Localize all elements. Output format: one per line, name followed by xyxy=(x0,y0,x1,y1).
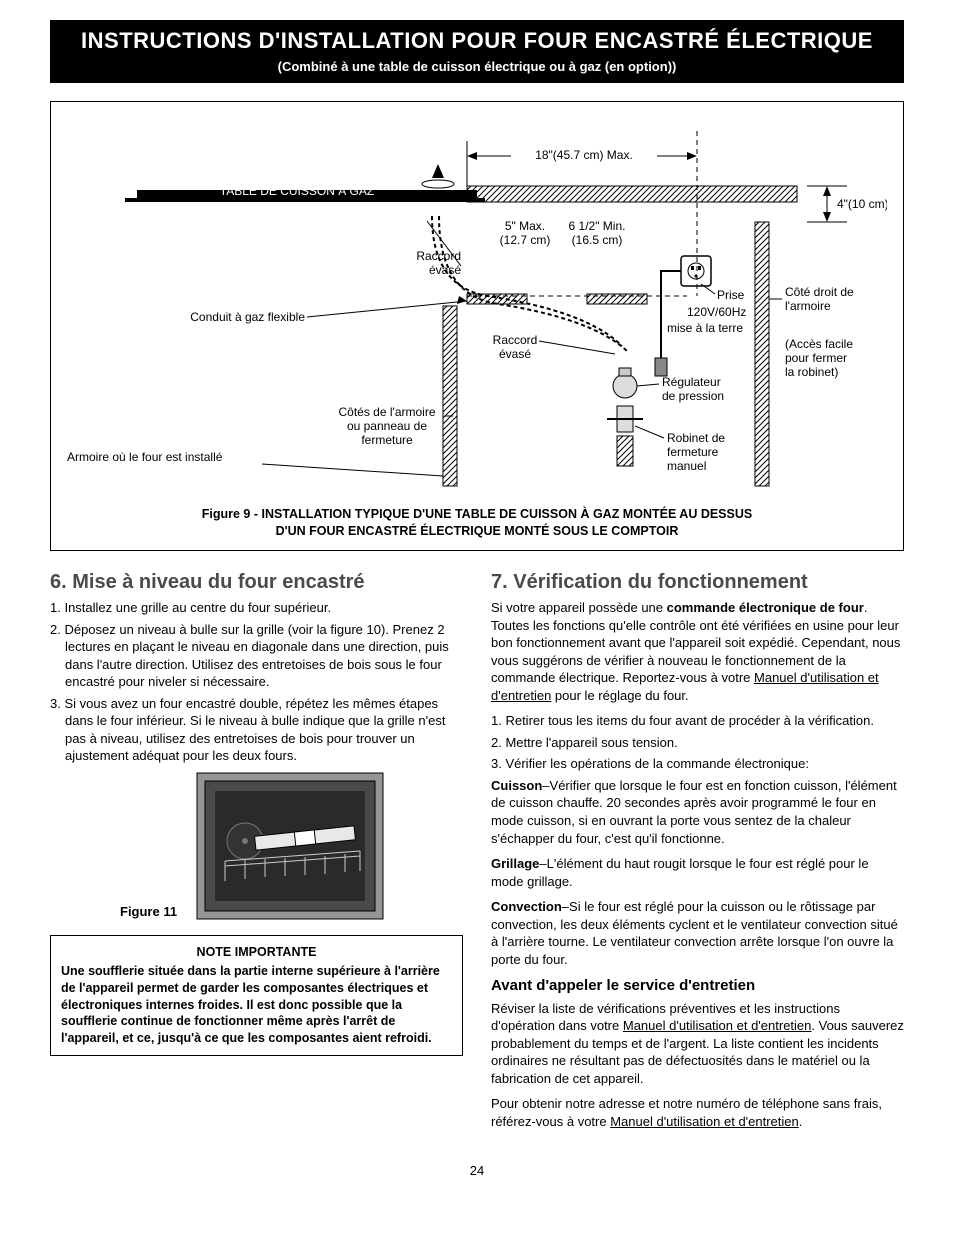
diagram-raccord-2b: évasé xyxy=(499,347,531,361)
diagram-cabinet-sides-2: ou panneau de xyxy=(347,419,427,433)
diagram-cabinet-sides-1: Côtés de l'armoire xyxy=(339,405,436,419)
diagram-access-3: la robinet) xyxy=(785,365,838,379)
diagram-shutoff-1: Robinet de xyxy=(667,431,725,445)
diagram-outlet-3: mise à la terre xyxy=(667,321,743,335)
grillage-bold: Grillage xyxy=(491,856,539,871)
service-paragraph: Réviser la liste de vérifications préven… xyxy=(491,1000,904,1088)
figure-11-label: Figure 11 xyxy=(120,903,177,921)
header-banner: INSTRUCTIONS D'INSTALLATION POUR FOUR EN… xyxy=(50,20,904,83)
list-item: 2. Déposez un niveau à bulle sur la gril… xyxy=(50,621,463,691)
diagram-outlet-1: Prise xyxy=(717,288,745,302)
cuisson-bold: Cuisson xyxy=(491,778,542,793)
diagram-dim-4in: 4"(10 cm) xyxy=(837,197,887,211)
intro-bold: commande électronique de four xyxy=(667,600,864,615)
figure-11-svg xyxy=(195,771,385,921)
figure-11: Figure 11 xyxy=(120,771,463,921)
right-column: 7. Vérification du fonctionnement Si vot… xyxy=(491,569,904,1138)
grillage-paragraph: Grillage–L'élément du haut rougit lorsqu… xyxy=(491,855,904,890)
diagram-access-2: pour fermer xyxy=(785,351,847,365)
list-item: 2. Mettre l'appareil sous tension. xyxy=(491,734,904,752)
diagram-shutoff-3: manuel xyxy=(667,459,706,473)
cuisson-text: –Vérifier que lorsque le four est en fon… xyxy=(491,778,897,846)
diagram-gas-conduit: Conduit à gaz flexible xyxy=(190,310,305,324)
diagram-cabinet-oven: Armoire où le four est installé xyxy=(67,450,223,464)
diagram-pressure-2: de pression xyxy=(662,389,724,403)
body-columns: 6. Mise à niveau du four encastré 1. Ins… xyxy=(50,569,904,1138)
note-body: Une soufflerie située dans la partie int… xyxy=(61,963,452,1047)
page-main-title: INSTRUCTIONS D'INSTALLATION POUR FOUR EN… xyxy=(60,26,894,56)
diagram-dim-5max: 5" Max. xyxy=(505,219,545,233)
diagram-right-2: l'armoire xyxy=(785,299,831,313)
diagram-dim-65min-cm: (16.5 cm) xyxy=(572,233,623,247)
leveling-steps-list: 1. Installez une grille au centre du fou… xyxy=(50,599,463,765)
note-head: NOTE IMPORTANTE xyxy=(61,944,452,961)
phone-manual-link: Manuel d'utilisation et d'entretien xyxy=(610,1114,799,1129)
phone-paragraph: Pour obtenir notre adresse et notre numé… xyxy=(491,1095,904,1130)
note-importante-box: NOTE IMPORTANTE Une soufflerie située da… xyxy=(50,935,463,1056)
installation-diagram-svg: TABLE DE CUISSON À GAZ 18"(45.7 cm) Max.… xyxy=(67,116,887,496)
diagram-raccord-2a: Raccord xyxy=(493,333,538,347)
page-sub-title: (Combiné à une table de cuisson électriq… xyxy=(60,58,894,76)
diagram-figure-9: TABLE DE CUISSON À GAZ 18"(45.7 cm) Max.… xyxy=(50,101,904,551)
diagram-caption: Figure 9 - INSTALLATION TYPIQUE D'UNE TA… xyxy=(61,506,893,540)
service-manual-link: Manuel d'utilisation et d'entretien xyxy=(623,1018,812,1033)
grillage-text: –L'élément du haut rougit lorsque le fou… xyxy=(491,856,869,889)
diagram-cabinet-sides-3: fermeture xyxy=(361,433,413,447)
heading-mise-a-niveau: 6. Mise à niveau du four encastré xyxy=(50,569,463,596)
list-item: 1. Retirer tous les items du four avant … xyxy=(491,712,904,730)
verification-intro: Si votre appareil possède une commande é… xyxy=(491,599,904,704)
list-item: 3. Si vous avez un four encastré double,… xyxy=(50,695,463,765)
diagram-dim-5max-cm: (12.7 cm) xyxy=(500,233,551,247)
diagram-access-1: (Accès facile xyxy=(785,337,853,351)
diagram-dim-65min: 6 1/2" Min. xyxy=(569,219,626,233)
intro-end: pour le réglage du four. xyxy=(551,688,688,703)
cuisson-paragraph: Cuisson–Vérifier que lorsque le four est… xyxy=(491,777,904,847)
diagram-right-1: Côté droit de xyxy=(785,285,854,299)
page-number: 24 xyxy=(50,1162,904,1180)
convection-bold: Convection xyxy=(491,899,562,914)
diagram-pressure-1: Régulateur xyxy=(662,375,721,389)
diagram-caption-line1: Figure 9 - INSTALLATION TYPIQUE D'UNE TA… xyxy=(202,507,752,521)
sub-heading-service: Avant d'appeler le service d'entretien xyxy=(491,976,904,996)
diagram-cooktop-label: TABLE DE CUISSON À GAZ xyxy=(220,183,374,198)
diagram-raccord-1a: Raccord xyxy=(416,249,461,263)
diagram-caption-line2: D'UN FOUR ENCASTRÉ ÉLECTRIQUE MONTÉ SOUS… xyxy=(276,524,679,538)
heading-verification: 7. Vérification du fonctionnement xyxy=(491,569,904,596)
verification-steps-list: 1. Retirer tous les items du four avant … xyxy=(491,712,904,773)
intro-pre: Si votre appareil possède une xyxy=(491,600,667,615)
diagram-shutoff-2: fermeture xyxy=(667,445,719,459)
diagram-outlet-2: 120V/60Hz xyxy=(687,305,746,319)
left-column: 6. Mise à niveau du four encastré 1. Ins… xyxy=(50,569,463,1138)
diagram-raccord-1b: évasé xyxy=(429,263,461,277)
diagram-dim-18in: 18"(45.7 cm) Max. xyxy=(535,148,633,162)
list-item: 1. Installez une grille au centre du fou… xyxy=(50,599,463,617)
list-item: 3. Vérifier les opérations de la command… xyxy=(491,755,904,773)
phone-end: . xyxy=(799,1114,803,1129)
convection-paragraph: Convection–Si le four est réglé pour la … xyxy=(491,898,904,968)
